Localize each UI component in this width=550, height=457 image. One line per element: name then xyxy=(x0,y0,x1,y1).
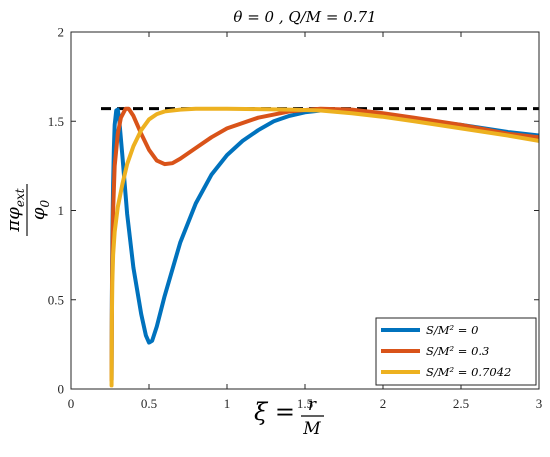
y-tick-label: 0 xyxy=(58,382,65,397)
x-tick-label: 2.5 xyxy=(453,396,469,411)
x-tick-label: 0 xyxy=(68,396,75,411)
x-tick-label: 0.5 xyxy=(141,396,157,411)
y-tick-label: 2 xyxy=(58,25,65,40)
x-axis-label-numerator: r xyxy=(308,395,317,415)
y-tick-label: 1.5 xyxy=(48,114,64,129)
y-tick-label: 0.5 xyxy=(48,292,64,307)
x-axis-label-prefix: ξ = xyxy=(254,398,295,426)
chart-title: θ = 0 , Q/M = 0.71 xyxy=(233,8,376,26)
legend: S/M² = 0 S/M² = 0.3 S/M² = 0.7042 xyxy=(375,317,537,386)
x-tick-label: 3 xyxy=(536,396,543,411)
y-axis-label-denominator: φ xyxy=(28,207,49,220)
x-axis-label: ξ = r M xyxy=(254,395,324,439)
y-axis-label-numerator-sub: ext xyxy=(13,188,27,207)
x-axis-label-denominator: M xyxy=(302,419,321,439)
legend-entry-1: S/M² = 0.3 xyxy=(426,344,489,358)
y-axis-label-denominator-sub: 0 xyxy=(38,200,52,208)
svg-text:πφext: πφext xyxy=(3,188,27,232)
legend-entry-0: S/M² = 0 xyxy=(426,323,478,337)
x-tick-label: 1.5 xyxy=(297,396,313,411)
y-axis-label: πφext φ0 xyxy=(3,184,52,236)
series-line-1 xyxy=(109,106,539,383)
y-axis-label-numerator: πφ xyxy=(3,207,24,233)
y-tick-label: 1 xyxy=(58,203,65,218)
series-line-2 xyxy=(109,106,539,388)
legend-entry-2: S/M² = 0.7042 xyxy=(426,365,511,379)
x-tick-label: 1 xyxy=(224,396,231,411)
svg-text:φ0: φ0 xyxy=(28,200,52,221)
x-tick-label: 2 xyxy=(380,396,387,411)
plot-area xyxy=(70,31,540,390)
